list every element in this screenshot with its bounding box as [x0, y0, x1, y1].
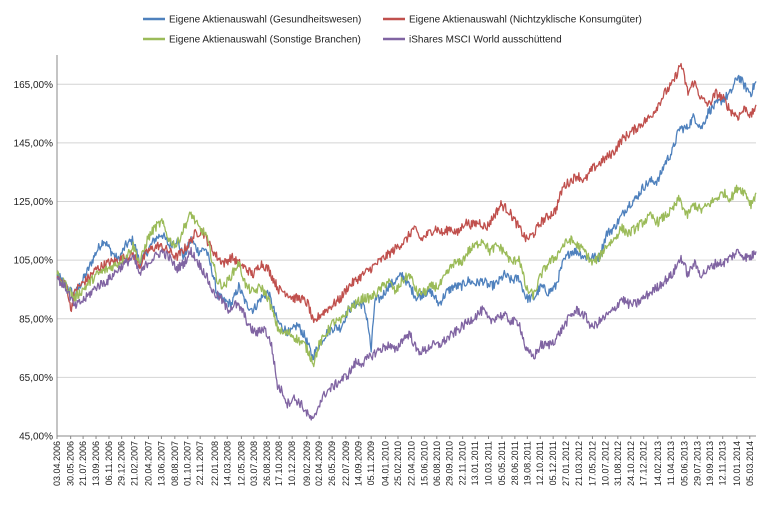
- x-tick-label: 11.04.2013: [666, 441, 676, 485]
- x-tick-label: 28.06.2011: [510, 441, 520, 485]
- x-tick-label: 29.09.2010: [445, 441, 455, 486]
- series-line-1: [56, 62, 757, 324]
- x-tick-label: 09.02.2009: [302, 441, 312, 486]
- series-line-3: [56, 246, 757, 421]
- x-tick-label: 10.03.2011: [484, 441, 494, 485]
- x-tick-label: 17.12.2012: [639, 441, 649, 486]
- x-tick-label: 06.08.2010: [432, 441, 442, 486]
- x-tick-label: 14.02.2013: [653, 441, 663, 486]
- x-tick-label: 05.05.2011: [497, 441, 507, 485]
- x-tick-label: 19.08.2011: [522, 441, 532, 485]
- x-tick-label: 22.07.2009: [341, 441, 351, 486]
- legend-label-1: Eigene Aktienauswahl (Nichtzyklische Kon…: [409, 15, 642, 26]
- x-tick-label: 04.01.2010: [381, 441, 391, 486]
- legend-label-2: Eigene Aktienauswahl (Sonstige Branchen): [169, 35, 361, 46]
- x-tick-label: 21.02.2007: [130, 441, 140, 486]
- x-tick-label: 31.08.2012: [613, 441, 623, 486]
- legend-label-3: iShares MSCI World ausschüttend: [409, 35, 562, 46]
- y-tick-label: 145,00%: [14, 138, 54, 149]
- y-tick-label: 165,00%: [14, 80, 54, 91]
- x-tick-label: 17.10.2008: [274, 441, 284, 486]
- y-axis: 45,00% 65,00% 85,00% 105,00% 125,00% 145,00% 1…: [14, 55, 58, 443]
- y-tick-label: 105,00%: [14, 256, 54, 267]
- x-tick-label: 05.11.2009: [366, 441, 376, 485]
- x-tick-label: 14.03.2008: [222, 441, 232, 486]
- x-tick-label: 29.07.2013: [692, 441, 702, 486]
- series-lines: [56, 62, 757, 421]
- x-tick-label: 10.12.2008: [287, 441, 297, 486]
- x-tick-label: 25.02.2010: [393, 441, 403, 486]
- x-tick-label: 12.11.2013: [718, 441, 728, 485]
- x-tick-label: 12.05.2008: [236, 441, 246, 486]
- x-tick-label: 22.11.2010: [458, 441, 468, 485]
- x-tick-label: 26.08.2008: [262, 441, 272, 486]
- x-tick-label: 21.07.2006: [78, 441, 88, 486]
- legend-label-0: Eigene Aktienauswahl (Gesundheitswesen): [169, 15, 361, 26]
- x-tick-label: 12.10.2011: [535, 441, 545, 485]
- x-tick-label: 13.09.2006: [91, 441, 101, 486]
- y-tick-label: 85,00%: [19, 314, 53, 325]
- x-tick-label: 17.05.2012: [587, 441, 597, 486]
- x-tick-label: 24.10.2012: [626, 441, 636, 486]
- x-axis: 03.04.2006 30.05.2006 21.07.2006 13.09.2006…: [52, 435, 756, 486]
- x-tick-label: 03.04.2006: [52, 441, 62, 486]
- x-tick-label: 14.09.2009: [354, 441, 364, 486]
- x-tick-label: 22.11.2007: [195, 441, 205, 485]
- y-tick-label: 125,00%: [14, 197, 54, 208]
- x-tick-label: 19.09.2013: [705, 441, 715, 486]
- x-tick-label: 29.12.2006: [117, 441, 127, 486]
- x-tick-label: 10.07.2012: [600, 441, 610, 486]
- gridlines: [57, 83, 756, 437]
- x-tick-label: 05.03.2014: [745, 441, 755, 486]
- x-tick-label: 22.01.2008: [210, 441, 220, 486]
- x-tick-label: 13.01.2011: [470, 441, 480, 485]
- x-tick-label: 06.11.2006: [104, 441, 114, 485]
- x-tick-label: 15.06.2010: [419, 441, 429, 486]
- x-tick-label: 03.07.2008: [249, 441, 259, 486]
- y-tick-label: 45,00%: [19, 432, 53, 443]
- x-tick-label: 01.10.2007: [183, 441, 193, 486]
- x-tick-label: 08.08.2007: [170, 441, 180, 486]
- x-tick-label: 13.06.2007: [156, 441, 166, 486]
- x-tick-label: 02.04.2009: [314, 441, 324, 486]
- x-tick-label: 22.04.2010: [406, 441, 416, 486]
- y-tick-label: 65,00%: [19, 373, 53, 384]
- series-line-2: [56, 184, 757, 368]
- legend: Eigene Aktienauswahl (Gesundheitswesen) E…: [143, 15, 642, 46]
- x-tick-label: 30.05.2006: [66, 441, 76, 486]
- x-tick-label: 05.12.2011: [548, 441, 558, 485]
- x-tick-label: 27.01.2012: [561, 441, 571, 486]
- x-tick-label: 20.04.2007: [143, 441, 153, 486]
- x-tick-label: 21.03.2012: [574, 441, 584, 486]
- x-tick-label: 05.06.2013: [679, 441, 689, 486]
- x-tick-label: 26.05.2009: [327, 441, 337, 486]
- x-tick-label: 10.01.2014: [732, 441, 742, 486]
